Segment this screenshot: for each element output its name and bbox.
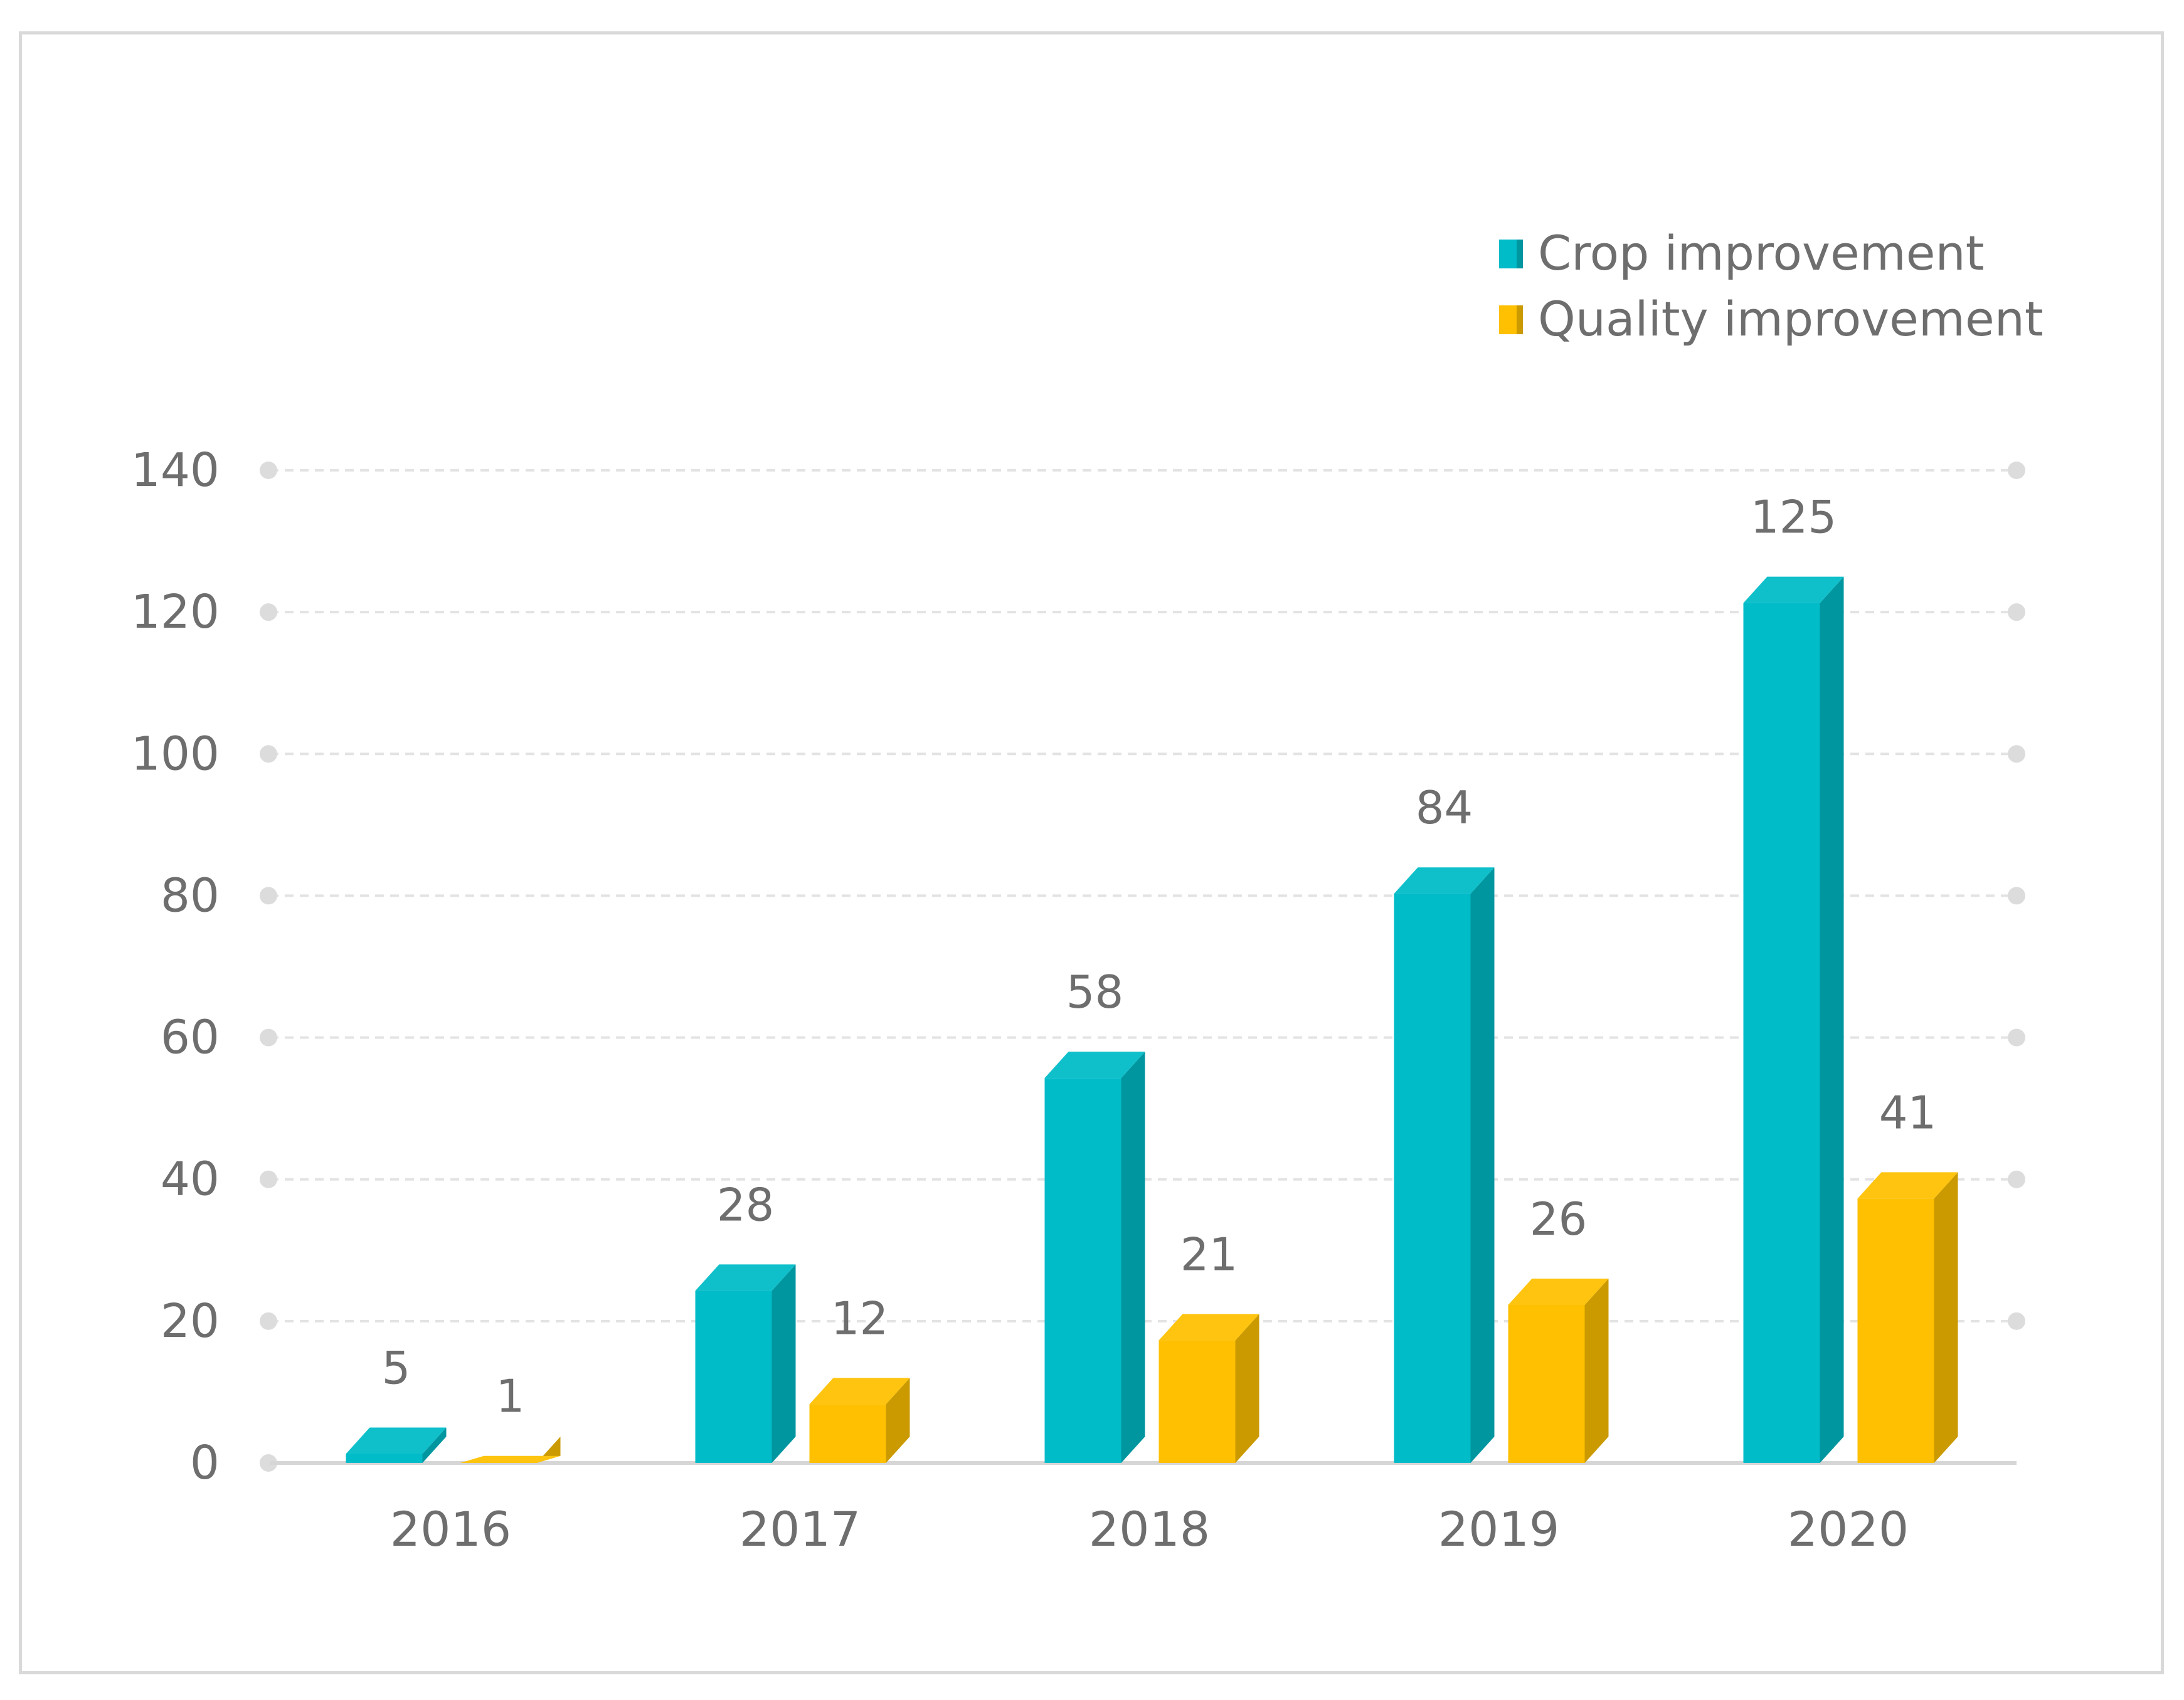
y-tick-label: 60 xyxy=(161,1011,220,1065)
bar xyxy=(695,1291,772,1463)
grid-dot xyxy=(2008,603,2025,621)
data-label: 21 xyxy=(1180,1228,1238,1281)
bar xyxy=(1857,1198,1934,1463)
grid-dot xyxy=(260,745,277,763)
y-tick-label: 100 xyxy=(131,727,220,781)
grid-dot xyxy=(260,1028,277,1047)
y-tick-label: 140 xyxy=(131,443,220,497)
bar xyxy=(1508,1305,1585,1463)
data-label: 5 xyxy=(382,1341,411,1394)
bar-side xyxy=(1121,1052,1145,1463)
bar xyxy=(1394,894,1471,1463)
legend: Crop improvement Quality improvement xyxy=(1499,225,2044,347)
bar-side xyxy=(1470,867,1495,1463)
data-label: 1 xyxy=(496,1370,525,1423)
grid-dot xyxy=(260,1454,277,1472)
data-label: 84 xyxy=(1416,781,1473,834)
bar-side xyxy=(771,1264,796,1463)
bar-side xyxy=(1820,576,1844,1463)
x-tick-label: 2017 xyxy=(739,1501,861,1557)
bar-top xyxy=(1394,867,1495,894)
bar xyxy=(1158,1340,1236,1463)
bar-side xyxy=(1934,1172,1958,1463)
grid-dot xyxy=(2008,1028,2025,1047)
bars: 5 1 28 12 58 21 84 26 125 41 xyxy=(346,491,1958,1463)
x-tick-label: 2019 xyxy=(1438,1501,1559,1557)
grid-dot xyxy=(260,1170,277,1188)
data-label: 125 xyxy=(1751,491,1837,544)
bar-top xyxy=(346,1427,447,1454)
grid-dot xyxy=(260,887,277,905)
data-label: 12 xyxy=(831,1292,889,1344)
bar-top xyxy=(1508,1279,1609,1306)
bar-top xyxy=(460,1455,561,1463)
bar xyxy=(1044,1078,1121,1463)
grid-dot xyxy=(2008,1170,2025,1188)
grid-dot xyxy=(2008,1312,2025,1330)
grid-dot xyxy=(260,1312,277,1330)
legend-swatch-side xyxy=(1517,240,1523,268)
bar-side xyxy=(1235,1314,1259,1463)
grid-dot xyxy=(2008,462,2025,479)
legend-swatch-side xyxy=(1517,305,1523,334)
x-tick-label: 2018 xyxy=(1089,1501,1210,1557)
data-label: 26 xyxy=(1530,1193,1588,1245)
y-tick-label: 20 xyxy=(161,1294,220,1348)
grid-dot xyxy=(2008,887,2025,905)
legend-label: Quality improvement xyxy=(1538,291,2044,347)
bar-top xyxy=(1857,1172,1958,1199)
bar xyxy=(1743,603,1820,1463)
x-tick-label: 2016 xyxy=(390,1501,511,1557)
bar xyxy=(809,1404,886,1463)
grid-dot xyxy=(260,603,277,621)
grid-dot xyxy=(2008,745,2025,763)
bar-top xyxy=(1158,1314,1259,1341)
bar-side xyxy=(886,1378,910,1463)
bar-side xyxy=(422,1427,447,1463)
bar-side xyxy=(1584,1279,1609,1463)
bar-top xyxy=(809,1378,910,1405)
y-tick-label: 120 xyxy=(131,585,220,639)
bar-top xyxy=(695,1264,796,1291)
grid-lines xyxy=(260,462,2025,1472)
grid-dot xyxy=(260,462,277,479)
x-axis: 2016 2017 2018 2019 2020 xyxy=(390,1501,1909,1557)
bar-top xyxy=(1743,576,1844,603)
y-tick-label: 80 xyxy=(161,868,220,922)
y-tick-label: 0 xyxy=(190,1436,220,1490)
data-label: 41 xyxy=(1879,1086,1937,1139)
y-tick-label: 40 xyxy=(161,1153,220,1206)
y-axis: 0 20 40 60 80 100 120 140 xyxy=(131,443,220,1490)
data-label: 28 xyxy=(717,1178,775,1231)
legend-label: Crop improvement xyxy=(1538,225,1985,281)
bar-top xyxy=(1044,1052,1145,1079)
x-tick-label: 2020 xyxy=(1788,1501,1909,1557)
bar xyxy=(346,1454,423,1463)
data-label: 58 xyxy=(1066,966,1124,1018)
